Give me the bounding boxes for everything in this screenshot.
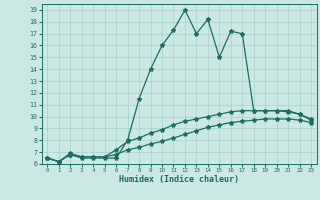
X-axis label: Humidex (Indice chaleur): Humidex (Indice chaleur) (119, 175, 239, 184)
